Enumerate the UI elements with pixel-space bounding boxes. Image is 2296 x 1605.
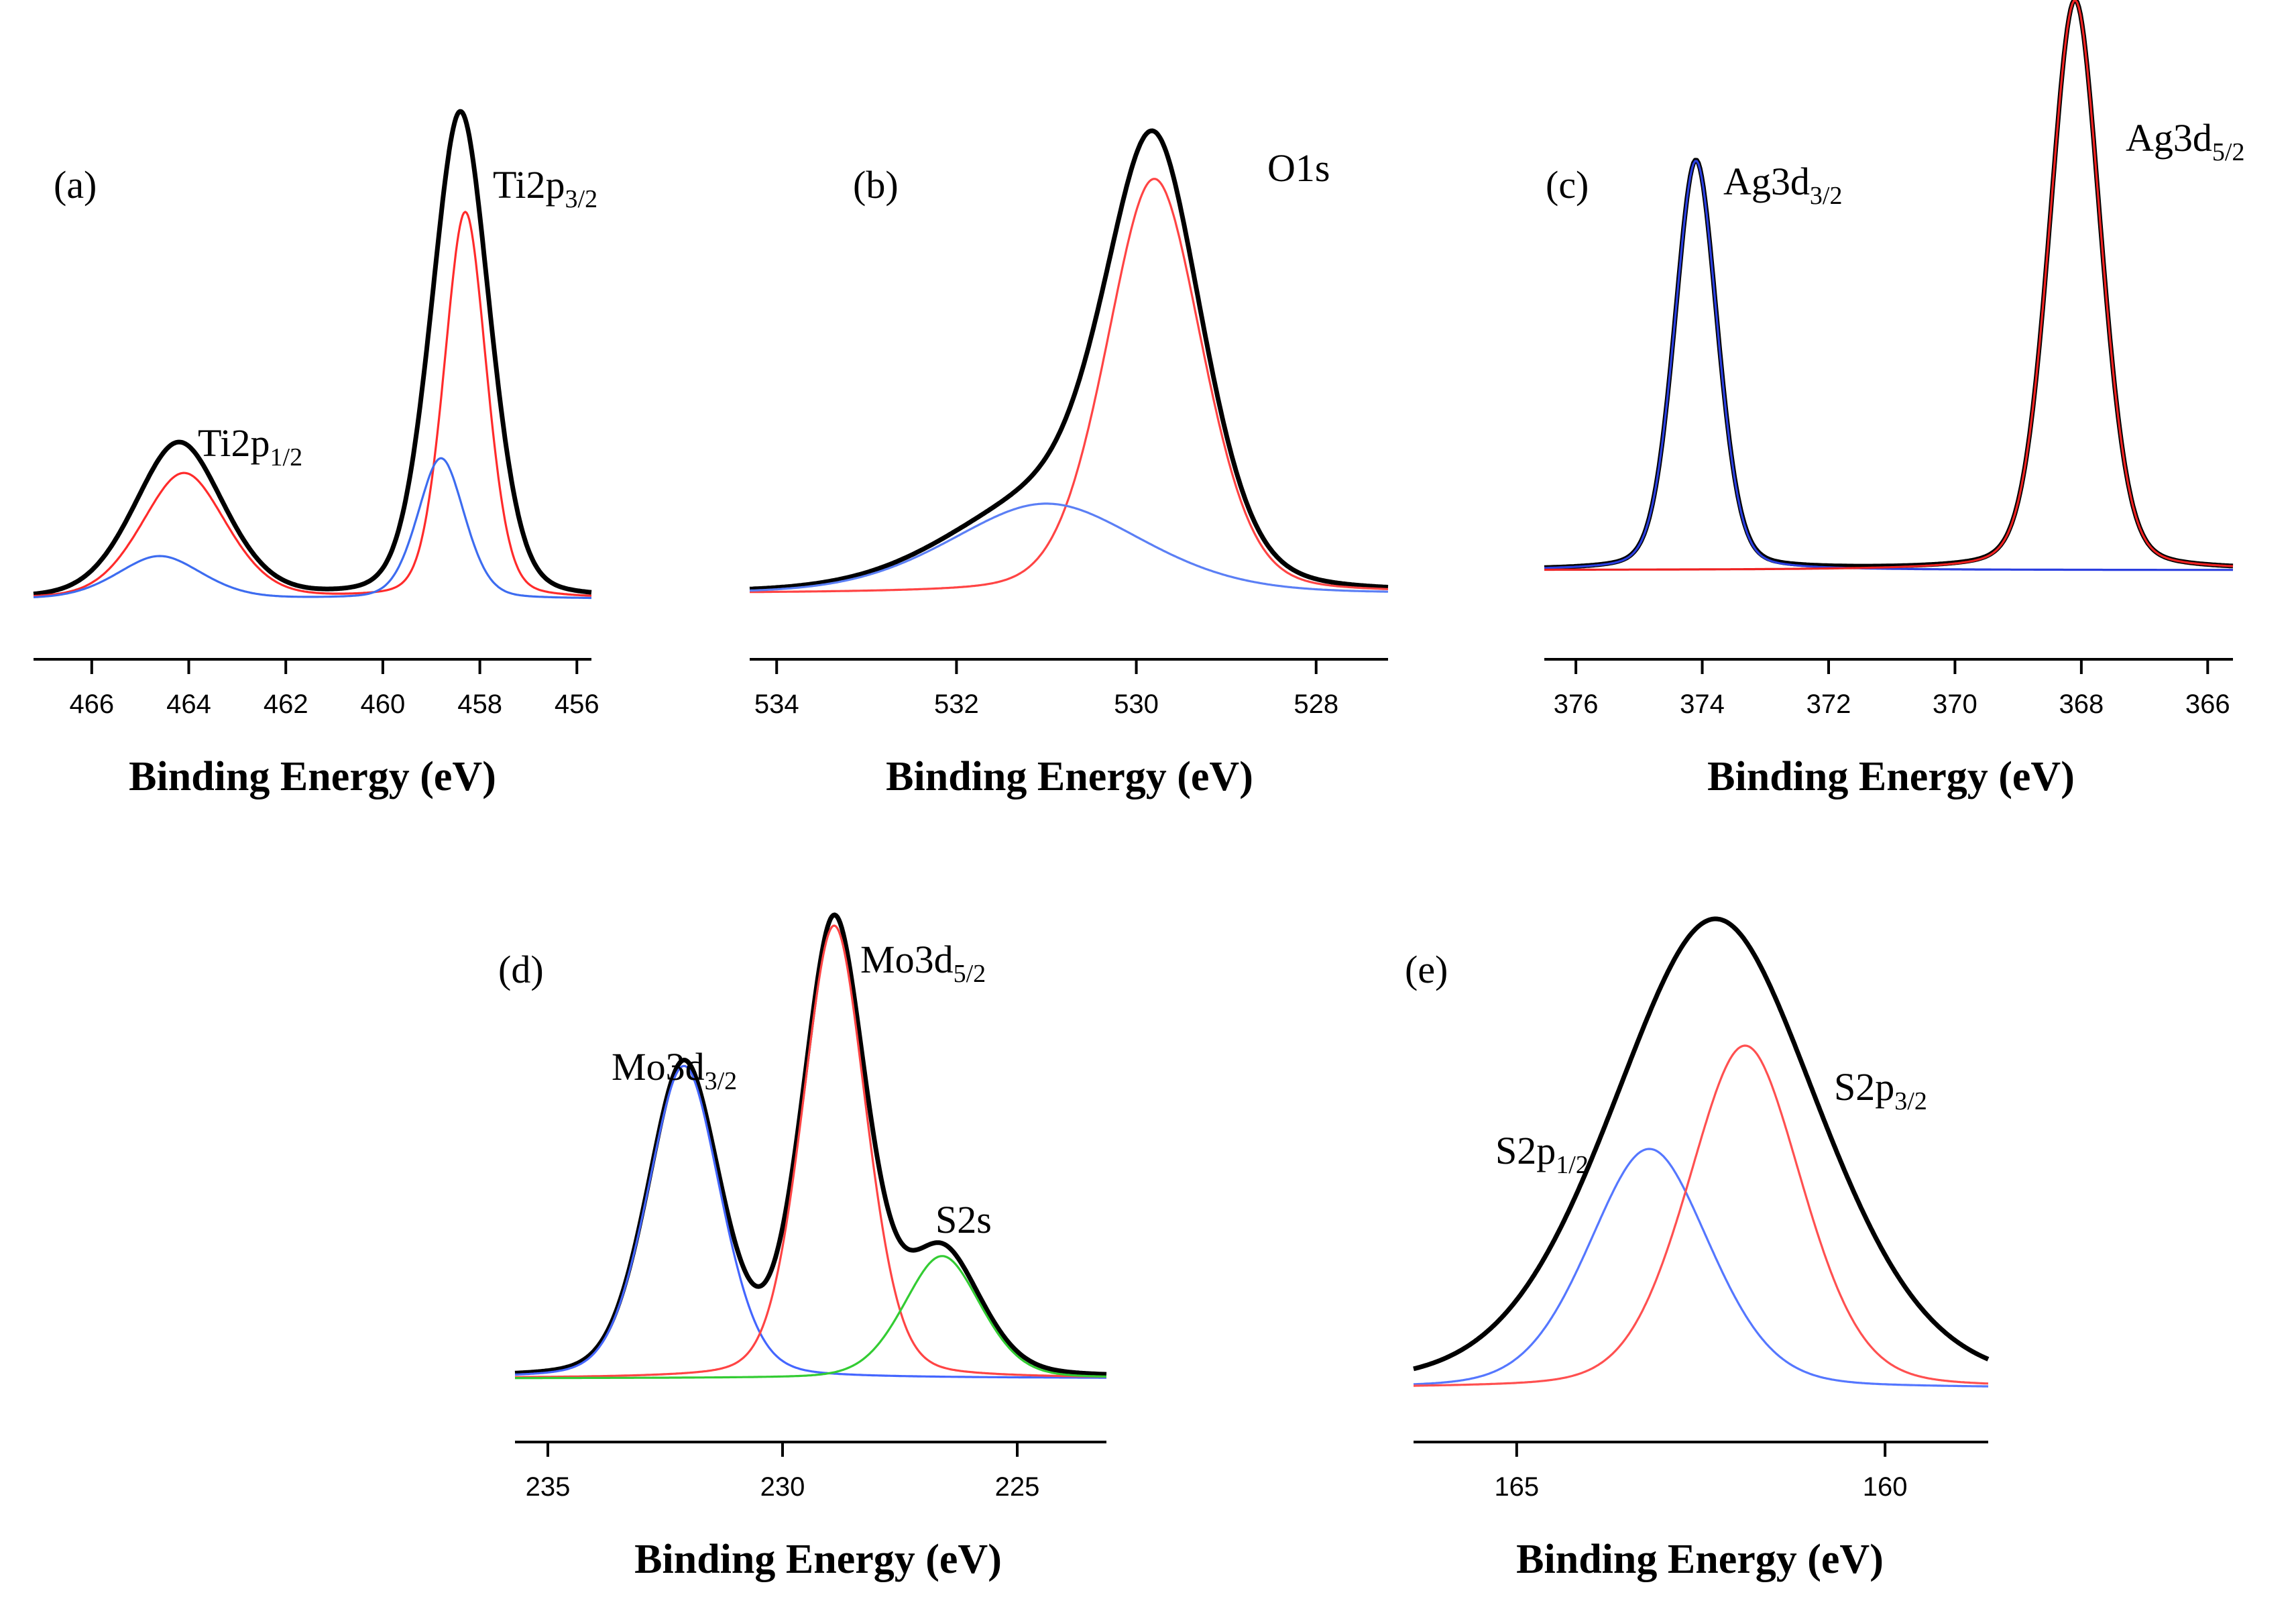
x-tick-label: 374 xyxy=(1680,689,1725,719)
x-tick-label: 372 xyxy=(1806,689,1851,719)
series-envelope xyxy=(1543,0,2234,570)
series-component-red xyxy=(1544,0,2234,571)
series-envelope xyxy=(748,128,1389,592)
series-component-red xyxy=(750,178,1389,594)
panel-label: (b) xyxy=(853,163,899,207)
panel-a: 466 464 462 460 458 456 Binding Energy (eV) (a)… xyxy=(32,109,599,799)
x-tick-label: 534 xyxy=(754,689,799,719)
peak-label: S2p1/2 xyxy=(1495,1129,1589,1179)
peak-label: S2s xyxy=(935,1198,992,1241)
x-tick-label: 230 xyxy=(760,1472,805,1502)
panel-b: 534 532 530 528 Binding Energy (eV) (b) O1s xyxy=(748,128,1389,799)
peak-label: S2p3/2 xyxy=(1834,1065,1927,1115)
series-component-blue xyxy=(749,502,1389,593)
x-axis-title: Binding Energy (eV) xyxy=(634,1537,1002,1582)
x-tick-label: 532 xyxy=(934,689,979,719)
series-component-red xyxy=(515,924,1106,1378)
series-envelope xyxy=(514,912,1108,1377)
x-tick-label: 370 xyxy=(1933,689,1977,719)
panel-label: (e) xyxy=(1405,948,1448,991)
x-tick-label: 235 xyxy=(526,1472,571,1502)
series-component-green xyxy=(515,1255,1106,1380)
x-tick-label: 456 xyxy=(555,689,599,719)
peak-label: O1s xyxy=(1267,146,1330,190)
x-axis-title: Binding Energy (eV) xyxy=(1516,1537,1884,1582)
series-component-red xyxy=(33,211,592,598)
x-tick-label: 528 xyxy=(1294,689,1338,719)
peak-label: Mo3d5/2 xyxy=(860,938,986,988)
series-component-blue xyxy=(33,457,591,600)
panel-e: 165 160 Binding Energy (eV) (e) S2p1/2 S2p3/2 xyxy=(1405,916,1990,1582)
panel-label: (d) xyxy=(498,948,544,991)
x-axis-title: Binding Energy (eV) xyxy=(1707,754,2075,799)
x-tick-label: 165 xyxy=(1494,1472,1539,1502)
x-tick-label: 368 xyxy=(2059,689,2104,719)
series-envelope xyxy=(1412,916,1990,1372)
x-tick-label: 466 xyxy=(69,689,114,719)
x-tick-label: 460 xyxy=(361,689,406,719)
series-component-blue xyxy=(514,1064,1106,1379)
peak-label: Ti2p3/2 xyxy=(493,163,597,213)
panel-d: 235 230 225 Binding Energy (eV) (d) Mo3d3/2 Mo… xyxy=(498,912,1108,1582)
x-tick-label: 160 xyxy=(1863,1472,1908,1502)
series-component-blue xyxy=(1413,1148,1989,1388)
panel-c: 376 374 372 370 368 366 Binding Energy (eV) (c)… xyxy=(1543,0,2244,799)
panel-label: (a) xyxy=(54,163,97,207)
series-component-red xyxy=(1414,1044,1989,1387)
panel-label: (c) xyxy=(1546,163,1589,207)
x-axis-title: Binding Energy (eV) xyxy=(886,754,1253,799)
x-tick-label: 366 xyxy=(2185,689,2230,719)
x-axis-title: Binding Energy (eV) xyxy=(129,754,496,799)
x-tick-label: 530 xyxy=(1114,689,1159,719)
peak-label: Ag3d5/2 xyxy=(2126,116,2244,166)
peak-label: Ag3d3/2 xyxy=(1723,160,1842,210)
series-component-blue xyxy=(1544,160,2233,571)
x-tick-label: 458 xyxy=(457,689,502,719)
x-tick-label: 376 xyxy=(1554,689,1599,719)
peak-label: Ti2p1/2 xyxy=(198,421,302,472)
x-tick-label: 225 xyxy=(995,1472,1040,1502)
x-tick-label: 464 xyxy=(166,689,211,719)
series-envelope xyxy=(32,109,593,597)
x-tick-label: 462 xyxy=(264,689,308,719)
peak-label: Mo3d3/2 xyxy=(612,1045,737,1095)
